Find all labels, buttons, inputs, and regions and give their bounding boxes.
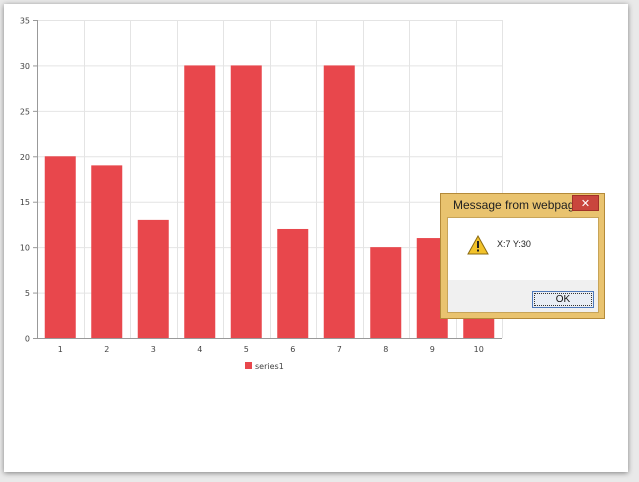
- x-tick-label: 8: [383, 345, 388, 354]
- y-tick-label: 35: [20, 17, 30, 26]
- x-tick-label: 7: [337, 345, 342, 354]
- y-tick-label: 25: [20, 107, 30, 116]
- legend-swatch: [245, 362, 252, 369]
- dialog-body: X:7 Y:30 OK: [447, 217, 599, 313]
- alert-dialog: Message from webpage ✕ X:7 Y:30 OK: [440, 193, 605, 319]
- x-tick-label: 4: [197, 345, 202, 354]
- x-tick-label: 10: [474, 345, 484, 354]
- close-button[interactable]: ✕: [572, 195, 599, 211]
- bar: [184, 65, 216, 338]
- x-tick-label: 9: [430, 345, 435, 354]
- ok-button[interactable]: OK: [532, 291, 594, 308]
- bar: [277, 228, 309, 338]
- bar: [230, 65, 262, 338]
- chart-legend: series1: [245, 362, 284, 371]
- y-tick-label: 0: [25, 335, 30, 344]
- chart-bars: [44, 65, 495, 338]
- bar: [44, 156, 76, 338]
- warning-icon: [467, 235, 489, 255]
- chart-axes: [33, 20, 502, 339]
- bar-chart: 0 5 10 15 20 25 30 35 1 2 3 4 5 6 7 8 9 10 series1: [20, 17, 503, 371]
- chart-tick-labels: 0 5 10 15 20 25 30 35 1 2 3 4 5 6 7 8 9 10: [20, 17, 484, 355]
- bar: [370, 247, 402, 338]
- y-tick-label: 30: [20, 62, 30, 71]
- x-tick-label: 5: [244, 345, 249, 354]
- dialog-title: Message from webpage: [453, 198, 582, 212]
- y-tick-label: 15: [20, 198, 30, 207]
- x-tick-label: 3: [151, 345, 156, 354]
- bar: [323, 65, 355, 338]
- bar: [137, 219, 169, 338]
- dialog-message: X:7 Y:30: [497, 239, 531, 249]
- x-tick-label: 2: [104, 345, 109, 354]
- legend-label: series1: [255, 362, 284, 371]
- bar: [91, 165, 123, 338]
- y-tick-label: 5: [25, 289, 30, 298]
- x-tick-label: 1: [58, 345, 63, 354]
- close-icon: ✕: [580, 197, 591, 210]
- y-tick-label: 10: [20, 244, 30, 253]
- y-tick-label: 20: [20, 153, 30, 162]
- x-tick-label: 6: [290, 345, 295, 354]
